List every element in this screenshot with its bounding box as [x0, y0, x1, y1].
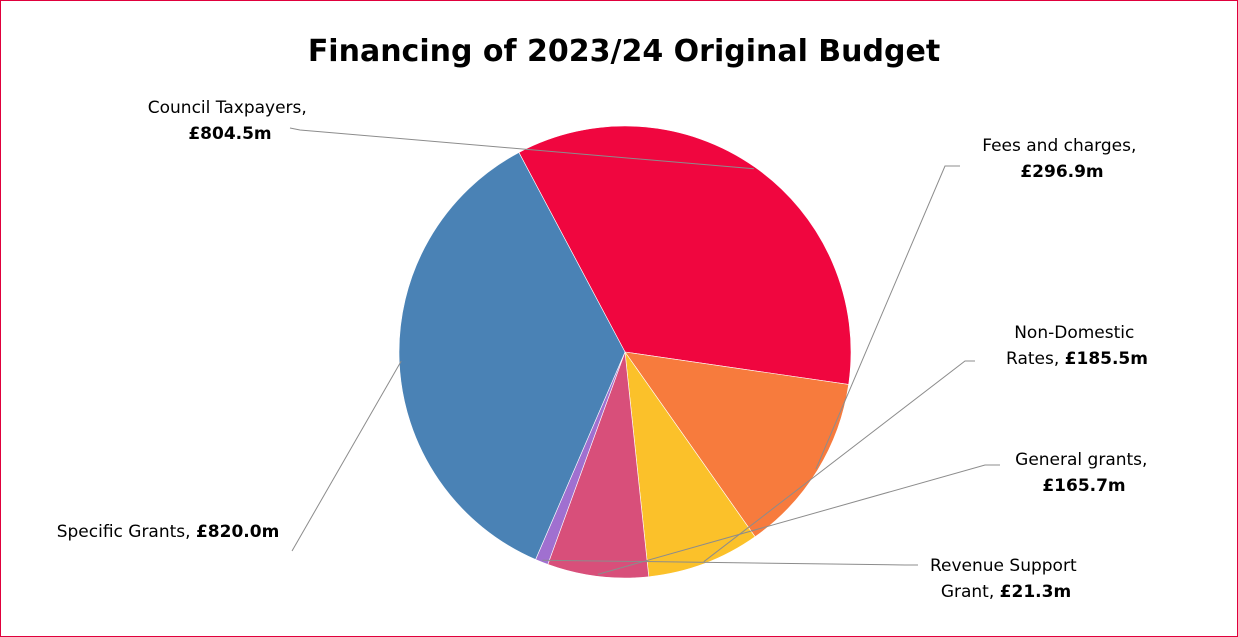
- pie-slice-specific-grants: [398, 152, 626, 560]
- leader-lines: [289, 127, 1000, 575]
- leader-line-specific-grants: [291, 360, 402, 552]
- label-fees-and-charges: Fees and charges, £296.9m: [982, 136, 1142, 182]
- pie-slices: [398, 125, 852, 579]
- leader-line-general-grants: [597, 464, 1000, 575]
- label-council-taxpayers: Council Taxpayers, £804.5m: [148, 98, 312, 144]
- chart-title: Financing of 2023/24 Original Budget: [308, 34, 940, 69]
- label-specific-grants-value: £820.0m: [196, 522, 279, 542]
- leader-line-non-domestic-rates: [703, 360, 975, 563]
- label-council-taxpayers-value: £804.5m: [188, 124, 271, 144]
- label-non-domestic-rates: Non-Domestic Rates, £185.5m: [1006, 323, 1148, 369]
- label-revenue-support-grant: Revenue Support Grant, £21.3m: [930, 556, 1082, 602]
- label-revenue-support-grant-value: £21.3m: [1000, 582, 1072, 602]
- label-revenue-support-grant-word: Grant,: [941, 582, 994, 602]
- pie-slice-general-grants: [547, 351, 650, 579]
- pie-slice-council-taxpayers: [518, 125, 852, 385]
- label-non-domestic-rates-value: £185.5m: [1065, 349, 1148, 369]
- leader-line-council-taxpayers: [289, 127, 754, 170]
- label-specific-grants-name: Specific Grants,: [57, 522, 191, 542]
- label-revenue-support-grant-line2: Grant, £21.3m: [941, 582, 1071, 602]
- label-general-grants-value: £165.7m: [1042, 476, 1125, 496]
- label-revenue-support-grant-name: Revenue Support: [930, 556, 1077, 576]
- label-non-domestic-rates-word: Rates,: [1006, 349, 1059, 369]
- label-general-grants-name: General grants,: [1015, 450, 1147, 470]
- label-non-domestic-rates-line2: Rates, £185.5m: [1006, 349, 1148, 369]
- label-general-grants: General grants, £165.7m: [1015, 450, 1153, 496]
- label-council-taxpayers-name: Council Taxpayers,: [148, 98, 307, 118]
- leader-line-revenue-support-grant: [542, 559, 918, 566]
- label-fees-and-charges-name: Fees and charges,: [982, 136, 1136, 156]
- leader-line-fees-and-charges: [815, 165, 960, 470]
- label-fees-and-charges-value: £296.9m: [1020, 162, 1103, 182]
- pie-slice-non-domestic-rates: [624, 350, 756, 578]
- label-non-domestic-rates-name: Non-Domestic: [1014, 323, 1134, 343]
- label-specific-grants: Specific Grants, £820.0m: [57, 522, 280, 542]
